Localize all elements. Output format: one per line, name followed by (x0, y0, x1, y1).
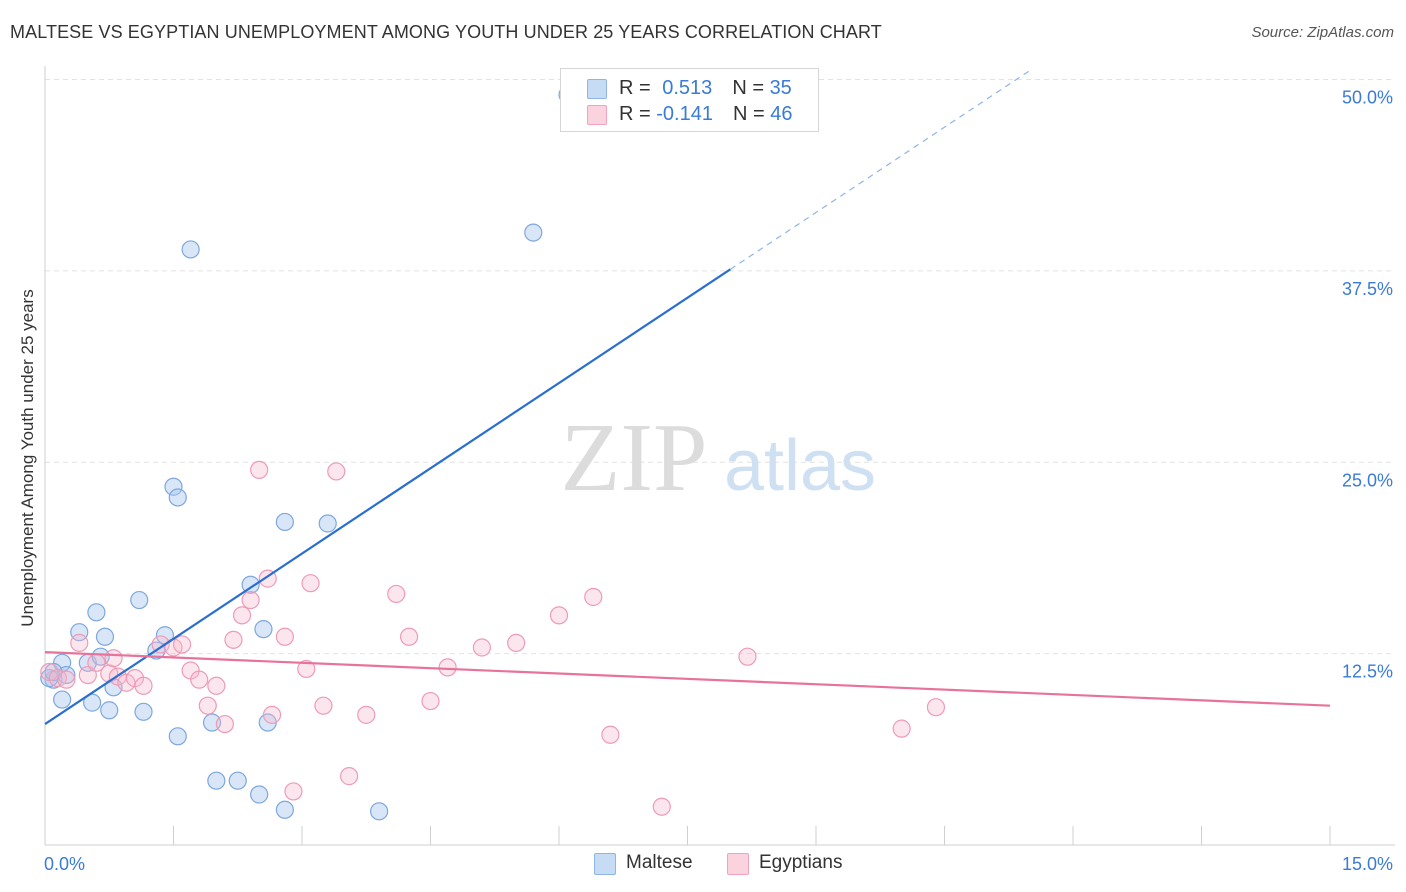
egyptians-point (472, 638, 491, 657)
egyptians-point (250, 460, 269, 480)
legend-r-label: R = (619, 103, 657, 125)
y-tick-label: 25.0% (1342, 470, 1393, 490)
egyptians-point (207, 676, 226, 695)
egyptians-point (892, 719, 911, 738)
legend-r-label: R = (619, 77, 657, 99)
egyptians-point (314, 696, 333, 715)
y-tick-label: 37.5% (1342, 279, 1393, 299)
egyptians-point (357, 705, 376, 724)
legend-n-value-maltese: 35 (769, 77, 792, 99)
egyptians-point (232, 606, 252, 625)
maltese-point (228, 771, 247, 790)
egyptians-point (224, 630, 243, 649)
egyptians-point (215, 714, 234, 734)
maltese-point (95, 627, 115, 646)
maltese-point (164, 477, 183, 496)
egyptians-swatch (727, 853, 749, 875)
maltese-swatch (594, 853, 616, 875)
source-label: Source: ZipAtlas.com (1251, 24, 1394, 41)
maltese-point (318, 514, 337, 533)
correlation-legend: R = 0.513 N = 35 R = -0.141 N = 46 (560, 68, 819, 132)
egyptians-point (340, 767, 359, 786)
maltese-point (70, 623, 89, 642)
egyptians-point (275, 627, 294, 646)
egyptians-point (387, 584, 406, 604)
watermark-zip: ZIP (561, 404, 708, 512)
egyptians-point (190, 670, 209, 689)
egyptians-point (738, 647, 757, 666)
maltese-point (275, 800, 294, 819)
maltese-point (130, 590, 149, 610)
maltese-trend-line (44, 268, 731, 725)
egyptians-point (399, 627, 419, 646)
chart-title: MALTESE VS EGYPTIAN UNEMPLOYMENT AMONG Y… (10, 22, 882, 42)
maltese-swatch (587, 79, 607, 99)
maltese-point (524, 223, 543, 242)
grid-lines (45, 79, 1395, 655)
egyptians-point (104, 649, 123, 668)
egyptians-point (70, 633, 89, 653)
egyptians-point (421, 691, 440, 711)
maltese-point (181, 240, 200, 259)
maltese-point (134, 702, 153, 721)
egyptians-swatch (587, 105, 607, 125)
data-points (40, 85, 946, 821)
maltese-point (100, 701, 119, 720)
y-tick-label: 50.0% (1342, 88, 1393, 108)
egyptians-point (507, 633, 526, 653)
maltese-point (250, 785, 269, 804)
watermark-atlas: atlas (724, 426, 876, 506)
egyptians-legend-label: Egyptians (759, 852, 843, 873)
egyptians-point (241, 590, 260, 610)
egyptians-point (549, 606, 569, 625)
egyptians-point (601, 725, 620, 744)
legend-n-value-egyptians: 46 (770, 103, 793, 125)
maltese-point (168, 488, 187, 507)
x-tick-label-max: 15.0% (1342, 854, 1393, 874)
egyptians-point (284, 782, 303, 801)
egyptians-point (297, 659, 316, 679)
egyptians-point (57, 670, 76, 689)
maltese-point (241, 575, 260, 594)
maltese-point (53, 690, 72, 709)
egyptians-point (134, 676, 153, 695)
legend-n-label: N = (732, 77, 770, 99)
egyptians-point (262, 705, 282, 724)
egyptians-point (926, 698, 946, 717)
egyptians-point (438, 658, 457, 677)
egyptians-point (301, 574, 320, 593)
maltese-legend-label: Maltese (626, 852, 693, 873)
watermark: ZIP atlas (561, 404, 877, 512)
egyptians-point (198, 696, 217, 715)
legend-r-value-egyptians: -0.141 (656, 103, 713, 125)
axes (44, 66, 1395, 846)
maltese-point (254, 620, 273, 639)
egyptians-point (172, 635, 192, 654)
egyptians-point (652, 797, 671, 816)
egyptians-point (327, 462, 346, 481)
egyptians-point (584, 587, 603, 607)
y-tick-label: 12.5% (1342, 662, 1393, 682)
y-axis-label: Unemployment Among Youth under 25 years (18, 289, 37, 627)
maltese-point (275, 512, 294, 532)
maltese-point (168, 727, 187, 746)
egyptians-point (117, 673, 136, 692)
maltese-point (207, 771, 226, 790)
maltese-point (87, 603, 106, 622)
egyptians-trend-line (44, 650, 1331, 707)
x-tick-label-min: 0.0% (44, 854, 85, 874)
maltese-trend-extension (730, 69, 1031, 270)
legend-r-value-maltese: 0.513 (662, 77, 713, 99)
tick-labels: 12.5% 25.0% 37.5% 50.0% 0.0% 15.0% (44, 88, 1393, 875)
legend-n-label: N = (732, 103, 771, 125)
maltese-point (83, 693, 102, 712)
trend-lines (44, 69, 1331, 725)
maltese-point (370, 802, 389, 821)
